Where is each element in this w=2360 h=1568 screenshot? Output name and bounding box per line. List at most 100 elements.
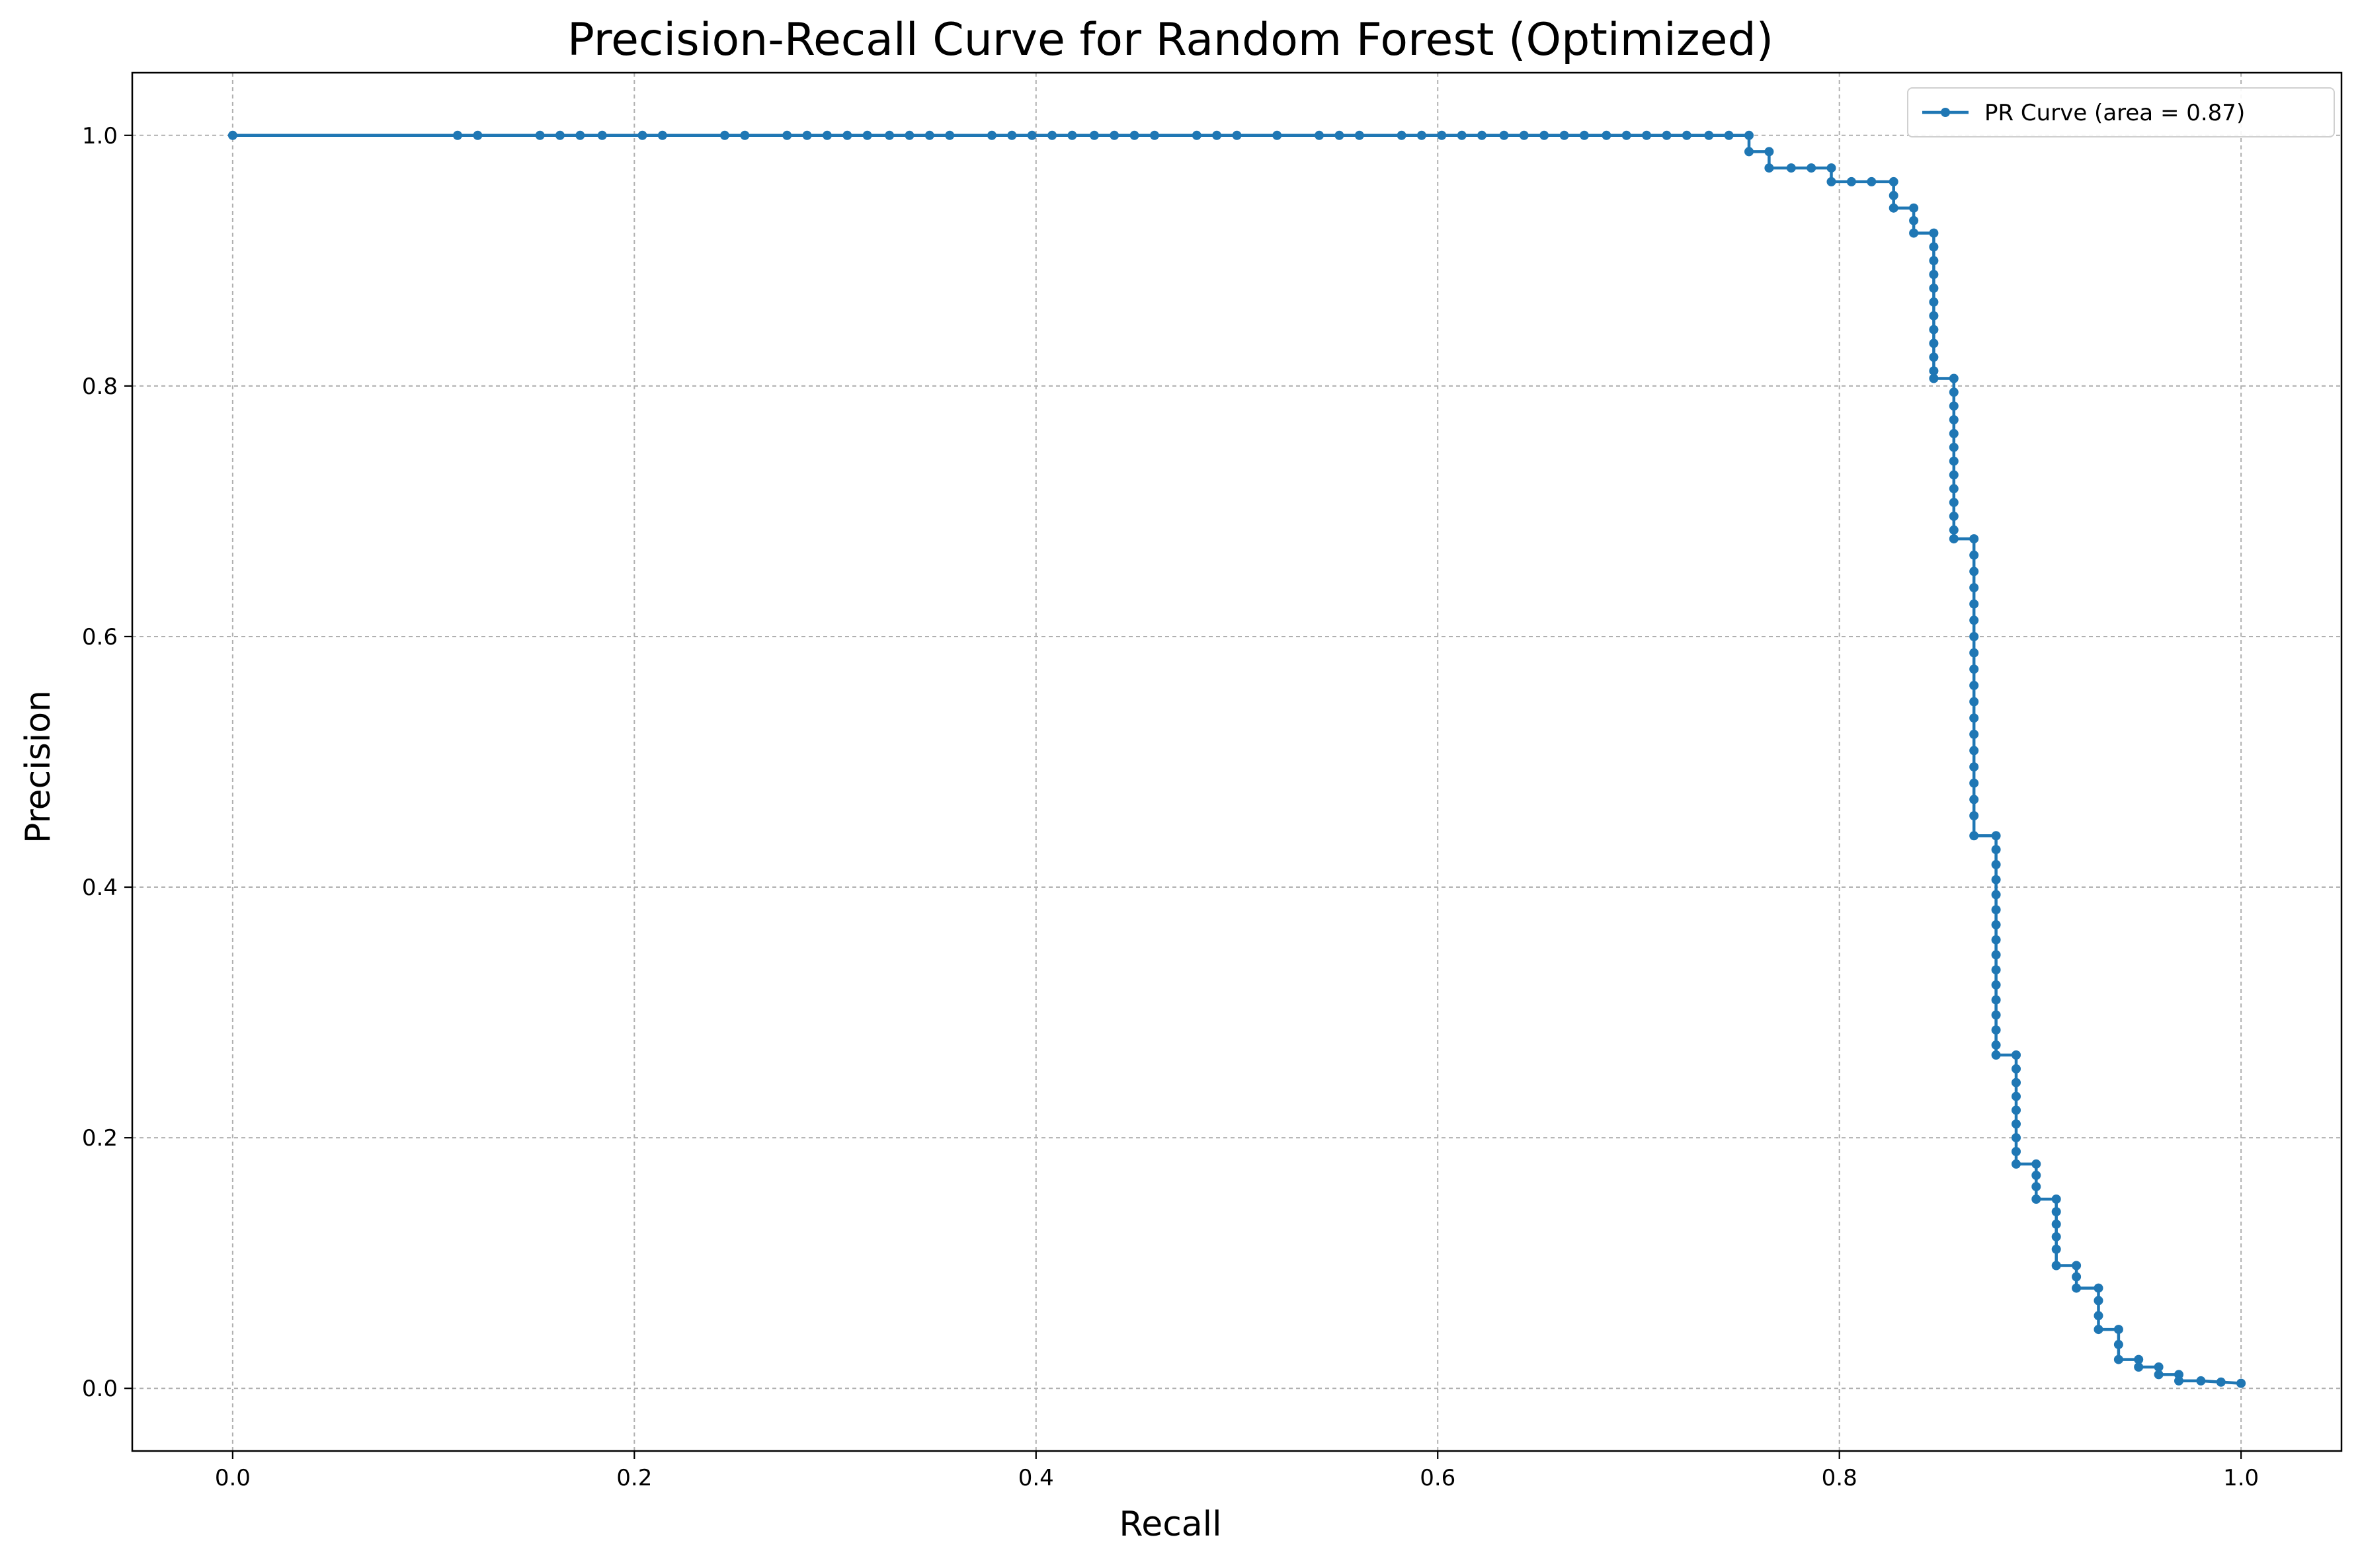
data-point [1969, 831, 1979, 841]
x-tick-label: 0.6 [1420, 1465, 1455, 1491]
data-point [2012, 1119, 2021, 1129]
data-point [1991, 1025, 2001, 1035]
data-point [1991, 845, 2001, 855]
data-point [1929, 242, 1939, 252]
series-layer [227, 130, 2246, 1388]
data-point [1397, 130, 1406, 140]
data-point [1969, 632, 1979, 641]
data-point [2012, 1078, 2021, 1087]
data-point [1559, 130, 1569, 140]
data-point [740, 130, 750, 140]
data-point [1991, 965, 2001, 975]
data-point [1991, 831, 2001, 841]
data-point [1027, 130, 1037, 140]
data-point [905, 130, 915, 140]
data-point [1991, 875, 2001, 884]
data-point [1969, 680, 1979, 690]
data-point [1602, 130, 1611, 140]
data-point [1089, 130, 1099, 140]
x-axis-label: Recall [1119, 1505, 1221, 1544]
data-point [2051, 1207, 2061, 1216]
data-point [2196, 1376, 2206, 1386]
data-point [1334, 130, 1344, 140]
data-point [1949, 470, 1959, 480]
data-point [2031, 1182, 2041, 1192]
data-point [1969, 615, 1979, 625]
data-point [2051, 1219, 2061, 1229]
data-point [1949, 456, 1959, 466]
data-point [2134, 1362, 2144, 1372]
data-point [1272, 130, 1282, 140]
data-point [1969, 599, 1979, 609]
data-point [2174, 1376, 2183, 1386]
data-point [1991, 905, 2001, 915]
data-point [2113, 1339, 2123, 1349]
data-point [1909, 203, 1919, 213]
data-point [1969, 534, 1979, 544]
data-point [802, 130, 812, 140]
data-point [1826, 163, 1836, 173]
data-point [2051, 1244, 2061, 1254]
data-point [1192, 130, 1201, 140]
data-point [2012, 1159, 2021, 1169]
data-point [1477, 130, 1486, 140]
data-point [2072, 1283, 2082, 1293]
data-point [1150, 130, 1159, 140]
data-point [1539, 130, 1549, 140]
data-point [1949, 428, 1959, 438]
y-tick-label: 0.2 [82, 1125, 118, 1152]
data-point [1007, 130, 1017, 140]
data-point [1969, 664, 1979, 674]
data-point [1786, 163, 1796, 173]
y-tick-label: 0.0 [82, 1376, 118, 1402]
data-point [2012, 1064, 2021, 1074]
data-point [1991, 935, 2001, 945]
y-tick-label: 0.4 [82, 875, 118, 901]
data-point [1889, 176, 1898, 186]
data-point [2094, 1325, 2103, 1335]
legend-box [1907, 87, 2335, 137]
data-point [2012, 1133, 2021, 1143]
data-point [1929, 297, 1939, 307]
x-tick-label: 0.8 [1822, 1465, 1857, 1491]
data-point [2154, 1362, 2164, 1372]
legend-marker-swatch [1941, 108, 1950, 117]
data-point [1499, 130, 1509, 140]
data-point [1969, 713, 1979, 723]
data-point [1846, 176, 1856, 186]
data-point [2051, 1195, 2061, 1204]
data-point [1642, 130, 1652, 140]
legend-entry-label: PR Curve (area = 0.87) [1984, 100, 2245, 126]
data-point [2031, 1171, 2041, 1180]
data-point [1949, 373, 1959, 383]
data-point [2012, 1091, 2021, 1101]
data-point [2072, 1261, 2082, 1271]
data-point [1929, 366, 1939, 376]
data-point [2094, 1311, 2103, 1321]
data-point [1621, 130, 1631, 140]
data-point [1929, 311, 1939, 321]
data-point [720, 130, 729, 140]
data-point [1969, 762, 1979, 772]
x-tick-label: 1.0 [2223, 1465, 2259, 1491]
data-point [1969, 729, 1979, 739]
data-point [1949, 525, 1959, 535]
data-point [1969, 746, 1979, 756]
data-point [1110, 130, 1119, 140]
data-point [1969, 795, 1979, 804]
data-point [1764, 147, 1774, 157]
data-point [1929, 325, 1939, 334]
data-point [637, 130, 647, 140]
data-point [1929, 256, 1939, 266]
data-point [2072, 1272, 2082, 1282]
data-point [2051, 1232, 2061, 1241]
ticks: 0.0 0.2 0.4 0.6 0.8 1.0 0.0 0.2 0.4 0.6 0.8 1.0 [82, 123, 2259, 1491]
data-point [1929, 228, 1939, 238]
data-point [2094, 1283, 2103, 1293]
data-point [1991, 980, 2001, 990]
data-point [2012, 1147, 2021, 1156]
data-point [575, 130, 585, 140]
data-point [1949, 401, 1959, 411]
data-point [1724, 130, 1734, 140]
